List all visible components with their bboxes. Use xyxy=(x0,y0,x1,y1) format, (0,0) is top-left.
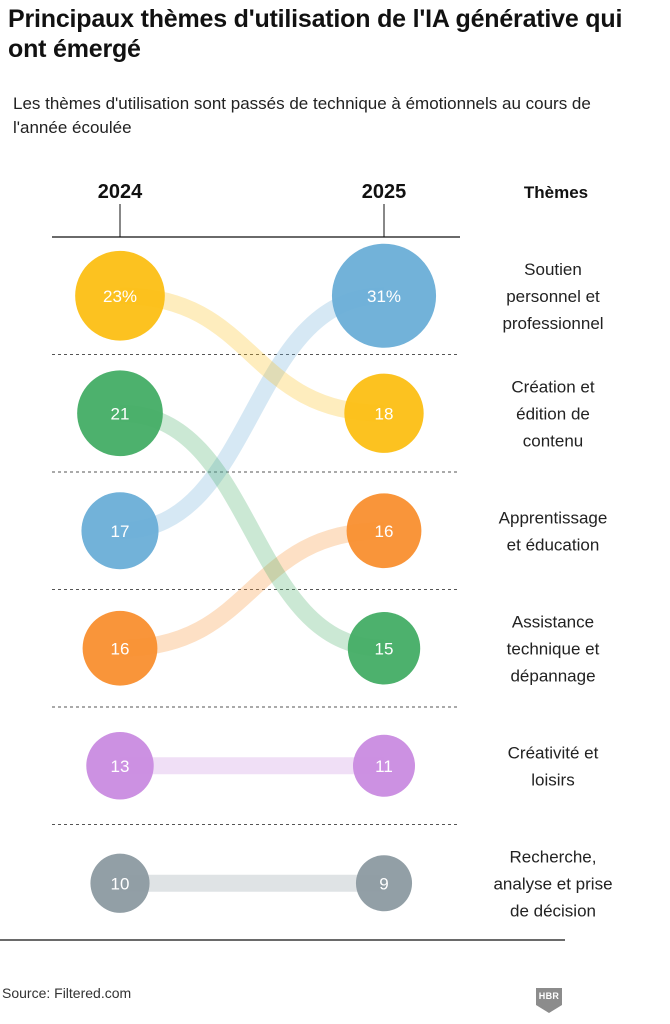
source-note: Source: Filtered.com xyxy=(2,985,132,1001)
value-label-2024-recherche-analyse-et-prise-de-decision: 10 xyxy=(111,874,130,893)
theme-label-line: Assistance xyxy=(512,612,594,631)
bubble-2024-creativite-et-loisirs xyxy=(86,732,154,800)
value-label-2024-creation-et-edition-de-contenu: 23% xyxy=(103,287,137,306)
year-label-2025: 2025 xyxy=(362,181,407,203)
value-label-2024-creativite-et-loisirs: 13 xyxy=(111,757,130,776)
value-label-2025-creation-et-edition-de-contenu: 18 xyxy=(375,404,394,423)
theme-label-line: analyse et prise xyxy=(493,874,612,893)
theme-label-line: technique et xyxy=(507,639,600,658)
bubble-2025-creation-et-edition-de-contenu xyxy=(344,373,424,453)
value-label-2025-recherche-analyse-et-prise-de-decision: 9 xyxy=(379,874,388,893)
theme-label-line: édition de xyxy=(516,404,590,423)
theme-label-line: dépannage xyxy=(510,666,595,685)
bubbles: 17 31% 23% 18 16 16 21 15 13 11 10 9 xyxy=(75,243,437,913)
chart-title: Principaux thèmes d'utilisation de l'IA … xyxy=(8,5,623,63)
theme-label-line: Apprentissage xyxy=(499,508,608,527)
connector-assistance-technique-et-depannage xyxy=(119,404,385,657)
bubble-2024-recherche-analyse-et-prise-de-decision xyxy=(90,853,150,913)
theme-label-line: de décision xyxy=(510,901,596,920)
theme-label-creation-et-edition-de-contenu: Création et édition de contenu xyxy=(511,377,594,450)
connector-creation-et-edition-de-contenu xyxy=(119,287,385,422)
theme-label-recherche-analyse-et-prise-de-decision: Recherche, analyse et prise de décision xyxy=(493,847,612,920)
hbr-logo-text: HBR xyxy=(538,991,560,1001)
chart-subtitle: Les thèmes d'utilisation sont passés de … xyxy=(13,94,591,137)
theme-label-apprentissage-et-education: Apprentissage et éducation xyxy=(499,508,608,554)
bubble-2024-assistance-technique-et-depannage xyxy=(77,370,163,457)
bubble-2025-recherche-analyse-et-prise-de-decision xyxy=(355,855,413,912)
value-label-2024-assistance-technique-et-depannage: 21 xyxy=(111,404,130,423)
value-label-2024-soutien-personnel-et-professionnel: 17 xyxy=(111,522,130,541)
bubble-2025-assistance-technique-et-depannage xyxy=(347,612,421,685)
theme-label-assistance-technique-et-depannage: Assistance technique et dépannage xyxy=(507,612,600,685)
bubble-2024-apprentissage-et-education xyxy=(82,610,158,686)
value-label-2025-assistance-technique-et-depannage: 15 xyxy=(375,639,394,658)
theme-label-line: personnel et xyxy=(506,287,600,306)
theme-label-line: professionnel xyxy=(502,314,603,333)
value-label-2024-apprentissage-et-education: 16 xyxy=(111,639,130,658)
theme-label-line: Soutien xyxy=(524,260,582,279)
hbr-logo: HBR xyxy=(535,988,563,1014)
theme-label-line: loisirs xyxy=(531,770,574,789)
bubble-2024-creation-et-edition-de-contenu xyxy=(75,250,165,341)
connector-apprentissage-et-education xyxy=(119,522,385,657)
value-label-2025-creativite-et-loisirs: 11 xyxy=(375,757,393,776)
bubble-2025-apprentissage-et-education xyxy=(346,493,422,569)
theme-label-line: contenu xyxy=(523,431,584,450)
theme-label-line: Créativité et xyxy=(508,743,599,762)
bump-chart: 2024 2025 Thèmes 17 31% 23% 18 16 16 21 15 13 11 10 9 S… xyxy=(0,181,613,941)
connectors xyxy=(119,287,385,892)
bubble-2025-soutien-personnel-et-professionnel xyxy=(331,243,437,348)
hbr-logo-shape xyxy=(536,988,562,1013)
theme-label-line: Recherche, xyxy=(510,847,597,866)
themes-header: Thèmes xyxy=(524,183,588,202)
value-label-2025-apprentissage-et-education: 16 xyxy=(375,522,394,541)
bubble-2024-soutien-personnel-et-professionnel xyxy=(81,492,159,570)
theme-label-line: Création et xyxy=(511,377,594,396)
bubble-2025-creativite-et-loisirs xyxy=(352,734,416,797)
theme-label-soutien-personnel-et-professionnel: Soutien personnel et professionnel xyxy=(502,260,603,333)
value-label-2025-soutien-personnel-et-professionnel: 31% xyxy=(367,287,401,306)
theme-label-creativite-et-loisirs: Créativité et loisirs xyxy=(508,743,599,789)
year-label-2024: 2024 xyxy=(98,181,143,203)
theme-label-line: et éducation xyxy=(507,535,600,554)
